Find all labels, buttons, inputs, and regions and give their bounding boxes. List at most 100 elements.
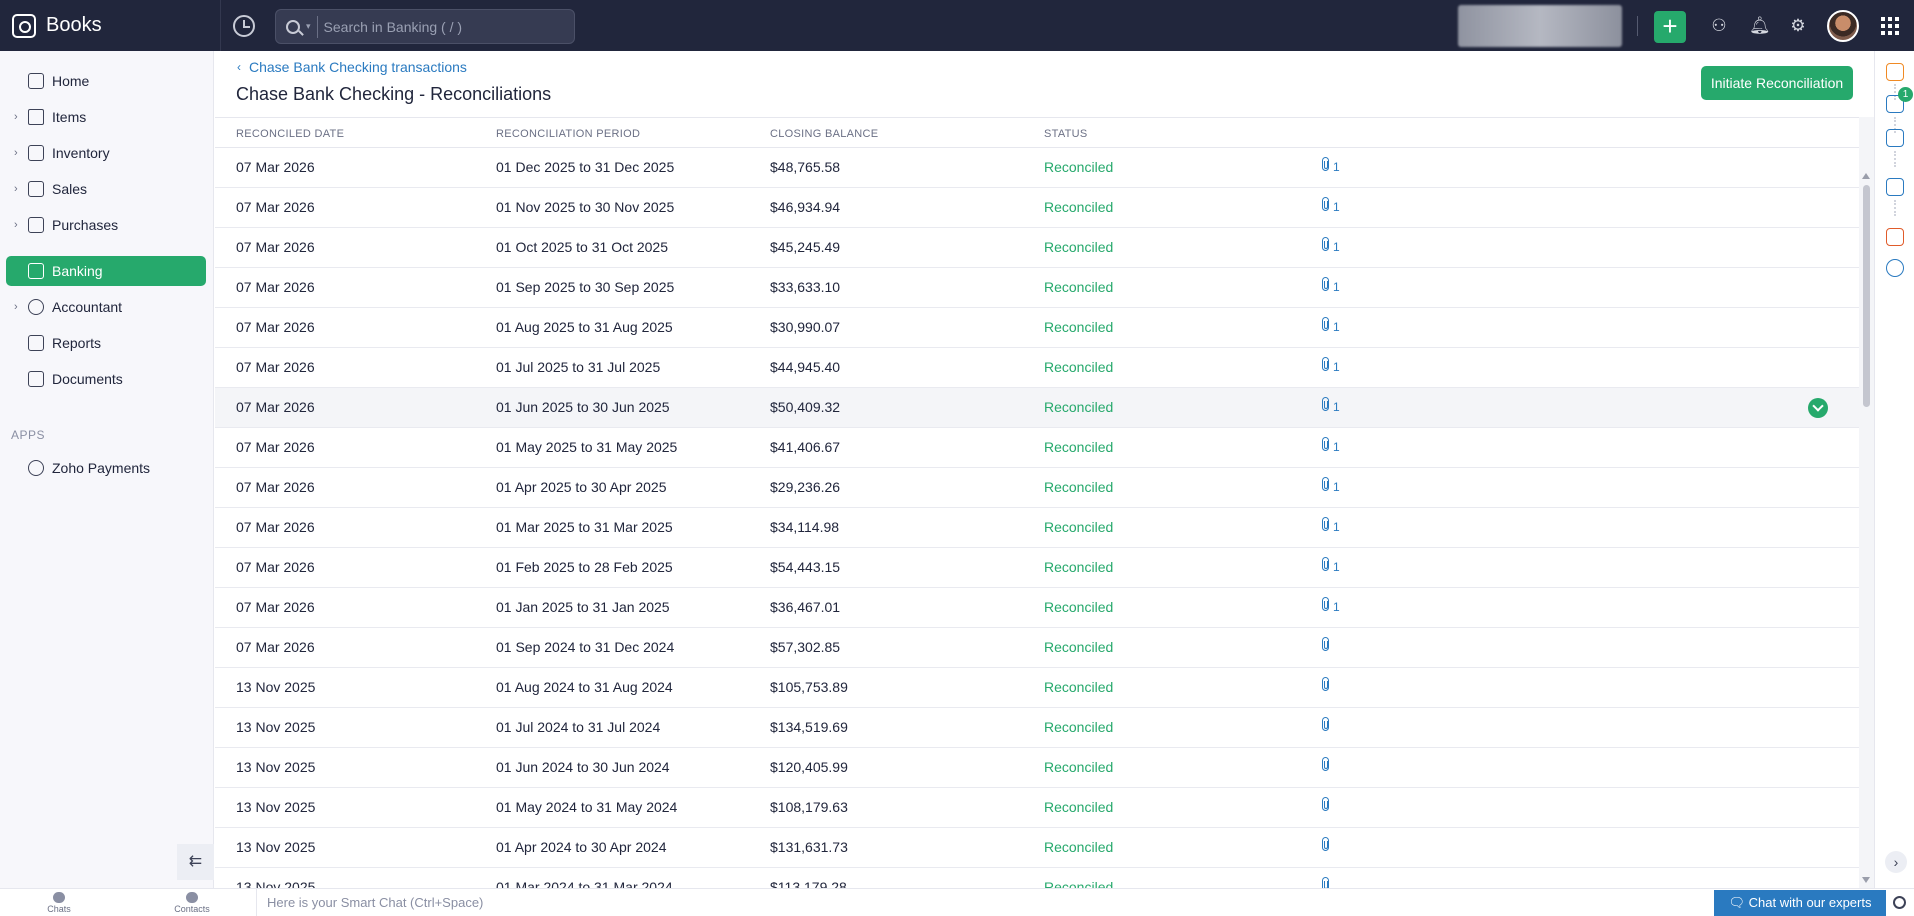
calendar-app-icon[interactable]: [1886, 228, 1904, 246]
chevron-left-icon[interactable]: ‹: [237, 60, 241, 74]
table-row[interactable]: 07 Mar 2026 01 Jun 2025 to 30 Jun 2025 $50…: [215, 388, 1859, 428]
quick-create-button[interactable]: +: [1654, 11, 1686, 43]
table-row[interactable]: 07 Mar 2026 01 Apr 2025 to 30 Apr 2025 $29…: [215, 468, 1859, 508]
feedback-icon[interactable]: [1886, 178, 1904, 196]
table-row[interactable]: 07 Mar 2026 01 Sep 2025 to 30 Sep 2025 $33…: [215, 268, 1859, 308]
app-grid-icon[interactable]: [1881, 17, 1899, 35]
scroll-up-icon[interactable]: [1862, 173, 1870, 179]
table-row[interactable]: 07 Mar 2026 01 Aug 2025 to 31 Aug 2025 $30…: [215, 308, 1859, 348]
sidebar-item-inventory[interactable]: › Inventory: [6, 138, 206, 168]
box-icon: [28, 109, 44, 125]
help-icon[interactable]: [1886, 63, 1904, 81]
attachment-button[interactable]: 1: [1322, 517, 1340, 534]
inventory-icon: [28, 145, 44, 161]
brand[interactable]: Books: [12, 0, 102, 51]
table-row[interactable]: 07 Mar 2026 01 Nov 2025 to 30 Nov 2025 $46…: [215, 188, 1859, 228]
search-input[interactable]: [323, 18, 554, 35]
scroll-down-icon[interactable]: [1862, 877, 1870, 883]
contacts-tab[interactable]: Contacts: [167, 892, 217, 914]
paperclip-icon: [1322, 717, 1329, 731]
referral-icon[interactable]: ⚇: [1711, 16, 1727, 35]
table-row[interactable]: 07 Mar 2026 01 Oct 2025 to 31 Oct 2025 $45…: [215, 228, 1859, 268]
attachment-count: 1: [1333, 480, 1340, 494]
chevron-right-icon[interactable]: ›: [14, 301, 18, 313]
table-row[interactable]: 13 Nov 2025 01 Jun 2024 to 30 Jun 2024 $12…: [215, 748, 1859, 788]
bell-icon[interactable]: 🔔︎: [1749, 16, 1771, 35]
sidebar-item-banking[interactable]: Banking: [6, 256, 206, 286]
user-icon: [28, 299, 44, 315]
chevron-right-icon[interactable]: ›: [14, 183, 18, 195]
attachment-button[interactable]: [1322, 677, 1329, 691]
search-icon[interactable]: [286, 19, 300, 34]
attachment-button[interactable]: 1: [1322, 477, 1340, 494]
table-row[interactable]: 13 Nov 2025 01 Aug 2024 to 31 Aug 2024 $10…: [215, 668, 1859, 708]
scrollbar[interactable]: [1859, 117, 1874, 888]
sidebar-item-reports[interactable]: Reports: [6, 328, 206, 358]
attachment-button[interactable]: [1322, 717, 1329, 731]
sidebar-item-purchases[interactable]: › Purchases: [6, 210, 206, 240]
table-row[interactable]: 07 Mar 2026 01 Dec 2025 to 31 Dec 2025 $48…: [215, 148, 1859, 188]
attachment-button[interactable]: [1322, 837, 1329, 851]
organization-switcher[interactable]: [1458, 5, 1622, 47]
gear-icon[interactable]: ⚙: [1790, 16, 1806, 35]
table-row[interactable]: 07 Mar 2026 01 Feb 2025 to 28 Feb 2025 $54…: [215, 548, 1859, 588]
attachment-button[interactable]: 1: [1322, 357, 1340, 374]
attachment-button[interactable]: 1: [1322, 197, 1340, 214]
bottom-bar: Chats Contacts Here is your Smart Chat (…: [0, 888, 1914, 916]
avatar[interactable]: [1827, 10, 1859, 42]
sidebar-item-home[interactable]: Home: [6, 66, 206, 96]
chevron-right-icon[interactable]: ›: [14, 111, 18, 123]
search-icon[interactable]: [1893, 896, 1906, 909]
scroll-thumb[interactable]: [1863, 185, 1870, 407]
column-header-reconciled-date[interactable]: RECONCILED DATE: [236, 128, 345, 140]
recent-history-icon[interactable]: [233, 15, 255, 37]
chevron-down-icon[interactable]: ▾: [306, 21, 311, 31]
sidebar-item-items[interactable]: › Items: [6, 102, 206, 132]
initiate-reconciliation-button[interactable]: Initiate Reconciliation: [1701, 66, 1853, 100]
attachment-button[interactable]: 1: [1322, 397, 1340, 414]
breadcrumb[interactable]: ‹ Chase Bank Checking transactions: [237, 59, 467, 75]
table-row[interactable]: 13 Nov 2025 01 Mar 2024 to 31 Mar 2024 $11…: [215, 868, 1859, 888]
attachment-button[interactable]: 1: [1322, 157, 1340, 174]
chat-with-experts-button[interactable]: 🗨︎ Chat with our experts: [1714, 890, 1886, 916]
attachment-button[interactable]: [1322, 877, 1329, 888]
table-row[interactable]: 13 Nov 2025 01 May 2024 to 31 May 2024 $10…: [215, 788, 1859, 828]
chevron-right-icon[interactable]: ›: [14, 147, 18, 159]
sidebar-item-accountant[interactable]: › Accountant: [6, 292, 206, 322]
attachment-button[interactable]: 1: [1322, 237, 1340, 254]
collapse-sidebar-icon[interactable]: ⇇: [177, 844, 214, 880]
column-header-status[interactable]: STATUS: [1044, 128, 1088, 140]
support-icon[interactable]: [1886, 259, 1904, 277]
table-row[interactable]: 07 Mar 2026 01 Mar 2025 to 31 Mar 2025 $34…: [215, 508, 1859, 548]
column-header-reconciliation-period[interactable]: RECONCILIATION PERIOD: [496, 128, 641, 140]
chats-tab[interactable]: Chats: [34, 892, 84, 914]
attachment-button[interactable]: 1: [1322, 557, 1340, 574]
breadcrumb-link[interactable]: Chase Bank Checking transactions: [249, 59, 467, 75]
attachment-button[interactable]: [1322, 797, 1329, 811]
attachment-button[interactable]: 1: [1322, 317, 1340, 334]
table-row[interactable]: 13 Nov 2025 01 Apr 2024 to 30 Apr 2024 $13…: [215, 828, 1859, 868]
status-badge: Reconciled: [1044, 679, 1114, 695]
attachment-button[interactable]: [1322, 757, 1329, 771]
chevron-right-icon[interactable]: ›: [14, 219, 18, 231]
sidebar-item-zoho-payments[interactable]: Zoho Payments: [6, 453, 206, 483]
attachment-button[interactable]: 1: [1322, 437, 1340, 454]
video-tutorial-icon[interactable]: [1886, 129, 1904, 147]
paperclip-icon: [1322, 757, 1329, 771]
expand-rail-icon[interactable]: ›: [1885, 851, 1907, 873]
smart-chat-input[interactable]: Here is your Smart Chat (Ctrl+Space): [256, 889, 1712, 916]
column-header-closing-balance[interactable]: CLOSING BALANCE: [770, 128, 879, 140]
table-row[interactable]: 13 Nov 2025 01 Jul 2024 to 31 Jul 2024 $13…: [215, 708, 1859, 748]
attachment-button[interactable]: [1322, 637, 1329, 651]
table-row[interactable]: 07 Mar 2026 01 Jan 2025 to 31 Jan 2025 $36…: [215, 588, 1859, 628]
table-row[interactable]: 07 Mar 2026 01 May 2025 to 31 May 2025 $41…: [215, 428, 1859, 468]
attachment-button[interactable]: 1: [1322, 597, 1340, 614]
sidebar-item-documents[interactable]: Documents: [6, 364, 206, 394]
row-actions-dropdown-icon[interactable]: [1808, 398, 1828, 418]
sidebar-item-sales[interactable]: › Sales: [6, 174, 206, 204]
search-box[interactable]: ▾: [275, 9, 575, 44]
table-row[interactable]: 07 Mar 2026 01 Sep 2024 to 31 Dec 2024 $57…: [215, 628, 1859, 668]
announcements-icon[interactable]: [1886, 95, 1904, 113]
attachment-button[interactable]: 1: [1322, 277, 1340, 294]
table-row[interactable]: 07 Mar 2026 01 Jul 2025 to 31 Jul 2025 $44…: [215, 348, 1859, 388]
